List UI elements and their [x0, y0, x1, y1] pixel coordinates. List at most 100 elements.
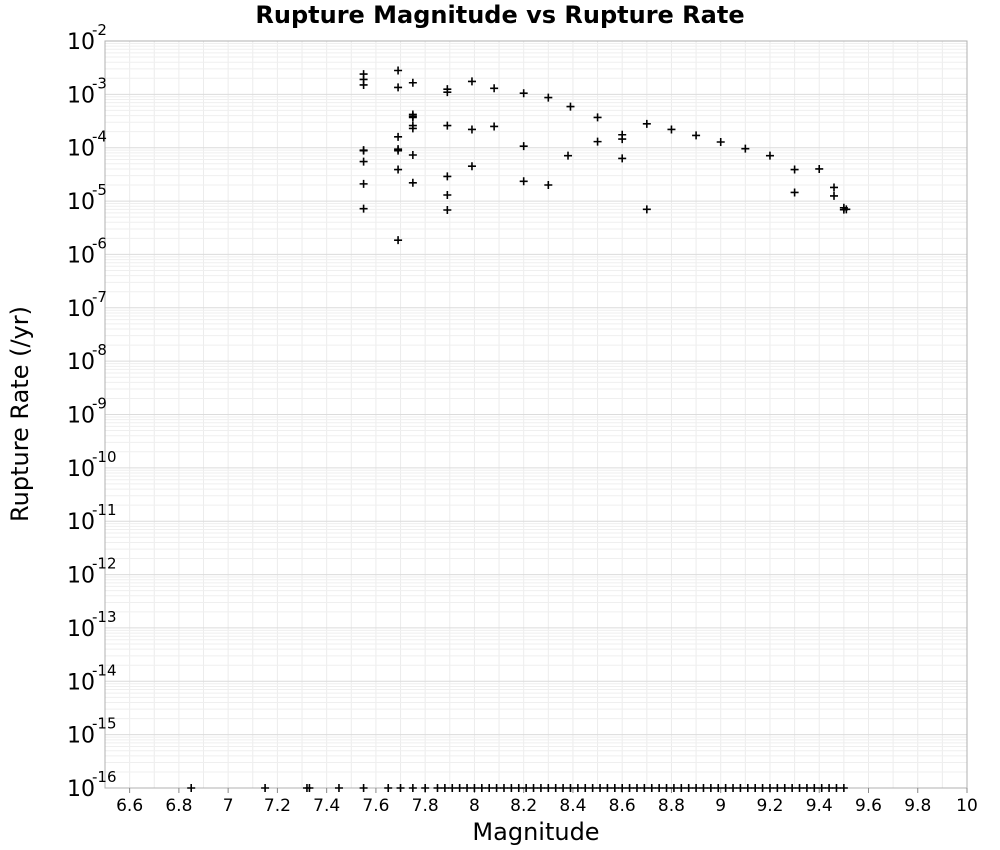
data-point	[677, 784, 686, 792]
data-point	[790, 165, 799, 174]
x-tick-label: 10	[956, 796, 978, 816]
y-tick-base: 10	[67, 30, 95, 55]
y-tick-exponent: -9	[92, 395, 107, 413]
data-point	[773, 784, 782, 792]
y-tick-base: 10	[67, 510, 95, 535]
data-point	[721, 784, 730, 792]
data-point	[536, 784, 545, 792]
data-point	[544, 181, 553, 190]
data-point	[765, 784, 774, 792]
y-tick-base: 10	[67, 243, 95, 268]
data-point	[394, 146, 403, 155]
data-point	[780, 784, 789, 792]
y-tick-base: 10	[67, 777, 95, 802]
x-tick-label: 8.6	[609, 796, 636, 816]
data-point	[519, 177, 528, 186]
x-tick-label: 7.2	[264, 796, 291, 816]
y-tick-label: 10-10	[67, 448, 117, 482]
data-point	[359, 784, 368, 792]
data-point	[408, 78, 417, 87]
y-tick-label: 10-14	[67, 661, 117, 695]
y-tick-label: 10-16	[67, 768, 117, 802]
y-tick-label: 10-9	[67, 395, 107, 429]
x-axis-ticks: 6.6 6.8 7 7.2 7.4 7.6 7.8 8 8.2 8.4 8.6 8.8 9 9.2 9.4 9…	[116, 788, 978, 816]
data-point	[581, 784, 590, 792]
data-point	[470, 784, 479, 792]
data-point	[359, 80, 368, 89]
data-point	[839, 784, 848, 792]
gridlines	[105, 41, 967, 789]
data-point	[443, 206, 452, 215]
data-point	[467, 77, 476, 86]
data-point	[394, 83, 403, 92]
data-point	[485, 784, 494, 792]
data-point	[440, 784, 449, 792]
y-tick-exponent: -4	[92, 128, 107, 146]
x-tick-label: 6.8	[165, 796, 192, 816]
data-point	[802, 784, 811, 792]
data-point	[758, 784, 767, 792]
y-tick-exponent: -14	[92, 661, 117, 679]
data-point	[667, 125, 676, 134]
data-point	[492, 784, 501, 792]
y-tick-exponent: -6	[92, 234, 107, 252]
data-point	[684, 784, 693, 792]
data-point	[830, 183, 839, 192]
x-tick-label: 9	[715, 796, 726, 816]
y-tick-exponent: -7	[92, 288, 107, 306]
data-point	[433, 784, 442, 792]
data-points	[187, 66, 851, 792]
x-tick-label: 8.2	[510, 796, 537, 816]
data-point	[519, 142, 528, 151]
data-point	[642, 205, 651, 214]
data-point	[662, 784, 671, 792]
data-point	[566, 784, 575, 792]
data-point	[408, 113, 417, 122]
data-point	[443, 88, 452, 97]
data-point	[765, 151, 774, 160]
y-tick-exponent: -15	[92, 715, 117, 733]
data-point	[618, 154, 627, 163]
y-tick-exponent: -5	[92, 181, 107, 199]
data-point	[729, 784, 738, 792]
x-tick-label: 8.4	[559, 796, 586, 816]
x-tick-label: 9.2	[756, 796, 783, 816]
data-point	[514, 784, 523, 792]
y-tick-label: 10-6	[67, 234, 107, 268]
data-point	[815, 164, 824, 173]
data-point	[699, 784, 708, 792]
data-point	[559, 784, 568, 792]
data-point	[519, 89, 528, 98]
data-point	[593, 137, 602, 146]
data-point	[832, 784, 841, 792]
data-point	[408, 151, 417, 160]
data-point	[618, 784, 627, 792]
data-point	[443, 121, 452, 130]
data-point	[394, 165, 403, 174]
data-point	[261, 784, 270, 792]
data-point	[714, 784, 723, 792]
data-point	[394, 236, 403, 245]
y-tick-label: 10-12	[67, 555, 117, 589]
data-point	[490, 84, 499, 93]
x-tick-label: 8	[469, 796, 480, 816]
x-tick-label: 6.6	[116, 796, 143, 816]
data-point	[359, 157, 368, 166]
data-point	[529, 784, 538, 792]
data-point	[408, 784, 417, 792]
data-point	[499, 784, 508, 792]
chart-title: Rupture Magnitude vs Rupture Rate	[255, 1, 744, 29]
y-tick-base: 10	[67, 350, 95, 375]
y-axis-ticks: 10-210-310-410-510-610-710-810-910-1010-…	[67, 21, 117, 802]
data-point	[618, 135, 627, 144]
data-point	[743, 784, 752, 792]
y-tick-base: 10	[67, 724, 95, 749]
data-point	[741, 144, 750, 153]
y-tick-base: 10	[67, 190, 95, 215]
data-point	[408, 178, 417, 187]
y-axis-label: Rupture Rate (/yr)	[6, 306, 34, 522]
data-point	[359, 179, 368, 188]
data-point	[477, 784, 486, 792]
data-point	[830, 191, 839, 200]
x-tick-label: 9.8	[904, 796, 931, 816]
